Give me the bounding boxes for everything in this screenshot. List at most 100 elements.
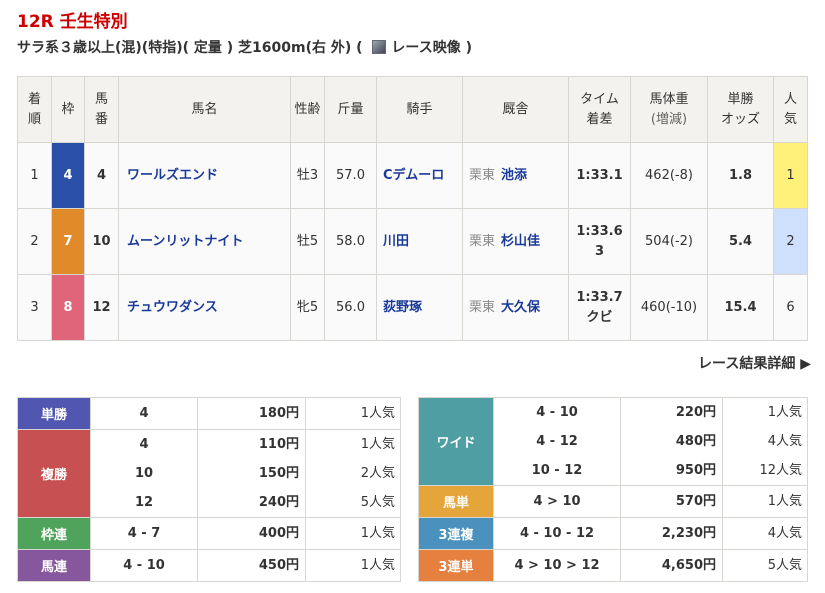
rank: 3 (17, 274, 52, 341)
payout-amount: 2,230円 (661, 526, 716, 541)
video-icon[interactable] (372, 40, 387, 54)
payout-amount: 400円 (258, 526, 299, 541)
carried-weight: 56.0 (324, 274, 377, 341)
horse-name-link[interactable]: ワールズエンド (118, 142, 291, 209)
jockey-link[interactable]: Cデムーロ (376, 142, 463, 209)
rank: 2 (17, 208, 52, 275)
payout-table-left: 単勝 4 180円 1人気 複勝 4 10 12 110円 150円 240円 1人気 2人気 5人気 枠連… (17, 397, 401, 582)
trainer-cell: 栗東 大久保 (462, 274, 569, 341)
win-odds: 15.4 (707, 274, 774, 341)
combination: 4 - 10 (123, 558, 165, 573)
sex-age: 牝5 (290, 274, 325, 341)
trainer-cell: 栗東 池添 (462, 142, 569, 209)
column-header: タイム 着差 (568, 76, 631, 143)
rank: 1 (17, 142, 52, 209)
payout-amount-cell: 220円 480円 950円 (620, 397, 723, 486)
combination-cell: 4 - 10 - 12 (493, 517, 621, 550)
combination: 12 (134, 495, 154, 510)
margin: クビ (586, 309, 613, 325)
carried-weight: 57.0 (324, 142, 377, 209)
payout-amount: 450円 (258, 558, 299, 573)
payout-amount: 220円 (675, 405, 716, 420)
payout-amount: 480円 (675, 434, 716, 449)
combination: 4 > 10 (533, 494, 581, 509)
trainer-link[interactable]: 杉山佳 (501, 233, 541, 249)
bet-type-label: 単勝 (17, 397, 91, 430)
combination: 4 (139, 406, 149, 421)
header-text: 馬体重 (649, 91, 689, 107)
payout-row: 3連複 4 - 10 - 12 2,230円 4人気 (418, 517, 808, 550)
payout-row: 3連単 4 > 10 > 12 4,650円 5人気 (418, 549, 808, 582)
payout-amount-cell: 570円 (620, 485, 723, 518)
header-text: 性齢 (294, 101, 321, 117)
column-header: 馬名 (118, 76, 291, 143)
payout-amount-cell: 400円 (197, 517, 306, 550)
combination: 4 - 10 - 12 (519, 526, 595, 541)
bet-type-label: 3連複 (418, 517, 494, 550)
payout-amount-cell: 2,230円 (620, 517, 723, 550)
waku: 4 (51, 142, 85, 209)
payout-popularity: 5人気 (767, 558, 802, 573)
header-text: 騎手 (406, 101, 433, 117)
payout-popularity-cell: 1人気 4人気 12人気 (722, 397, 808, 486)
horse-name-link[interactable]: チュウワダンス (118, 274, 291, 341)
header-text: 人 (783, 91, 797, 107)
trainer-link[interactable]: 池添 (501, 167, 528, 183)
header-text: 順 (27, 111, 41, 127)
header-text: 着 (27, 91, 41, 107)
header-text: 馬 (94, 91, 108, 107)
conditions-text: サラ系３歳以上(混)(特指)( 定量 ) 芝1600m(右 外) ( (17, 40, 368, 56)
combination: 4 - 10 (536, 405, 578, 420)
combination: 4 > 10 > 12 (514, 558, 600, 573)
header-text: 気 (783, 111, 797, 127)
column-header: 単勝 オッズ (707, 76, 774, 143)
column-header: 枠 (51, 76, 85, 143)
combination: 4 (139, 437, 149, 452)
jockey-link[interactable]: 川田 (376, 208, 463, 275)
header-text: (増減) (650, 111, 688, 127)
column-header: 性齢 (290, 76, 325, 143)
combination-cell: 4 > 10 (493, 485, 621, 518)
race-detail-link[interactable]: レース結果詳細 ▶ (698, 356, 811, 372)
payout-popularity-cell: 5人気 (722, 549, 808, 582)
trainer-link[interactable]: 大久保 (501, 299, 541, 315)
payout-amount-cell: 180円 (197, 397, 306, 430)
popularity: 2 (773, 208, 808, 275)
result-row: 3 8 12 チュウワダンス 牝5 56.0 荻野琢 栗東 大久保 1:33.7 ク… (17, 274, 808, 341)
time: 1:33.7 (576, 289, 623, 305)
horse-name-link[interactable]: ムーンリットナイト (118, 208, 291, 275)
payout-table-right: ワイド 4 - 10 4 - 12 10 - 12 220円 480円 950円 1人気 4人気… (418, 397, 808, 582)
payout-popularity: 2人気 (360, 466, 395, 481)
payout-popularity: 1人気 (767, 405, 802, 420)
column-header: 人気 (773, 76, 808, 143)
jockey-link[interactable]: 荻野琢 (376, 274, 463, 341)
payout-popularity-cell: 1人気 2人気 5人気 (305, 429, 401, 518)
bet-type-label: 複勝 (17, 429, 91, 518)
payout-amount: 4,650円 (661, 558, 716, 573)
waku: 7 (51, 208, 85, 275)
payout-amount: 950円 (675, 463, 716, 478)
combination-cell: 4 > 10 > 12 (493, 549, 621, 582)
payout-row: 馬連 4 - 10 450円 1人気 (17, 549, 401, 582)
race-video-link[interactable]: レース映像 ) (391, 40, 472, 56)
stable-location: 栗東 (469, 167, 496, 183)
popularity: 6 (773, 274, 808, 341)
payout-popularity: 1人気 (360, 558, 395, 573)
waku: 8 (51, 274, 85, 341)
horse-number: 12 (84, 274, 119, 341)
sex-age: 牡5 (290, 208, 325, 275)
margin: 3 (594, 243, 605, 259)
stable-location: 栗東 (469, 233, 496, 249)
payout-popularity-cell: 1人気 (305, 517, 401, 550)
combination-cell: 4 (90, 397, 198, 430)
header-text: オッズ (720, 111, 760, 127)
column-header: 厩舎 (462, 76, 569, 143)
payout-popularity: 4人気 (767, 526, 802, 541)
payout-amount: 240円 (258, 495, 299, 510)
body-weight: 504(-2) (630, 208, 708, 275)
combination: 10 - 12 (531, 463, 583, 478)
payout-popularity: 1人気 (767, 494, 802, 509)
body-weight: 462(-8) (630, 142, 708, 209)
payout-popularity: 1人気 (360, 526, 395, 541)
column-header: 着順 (17, 76, 52, 143)
